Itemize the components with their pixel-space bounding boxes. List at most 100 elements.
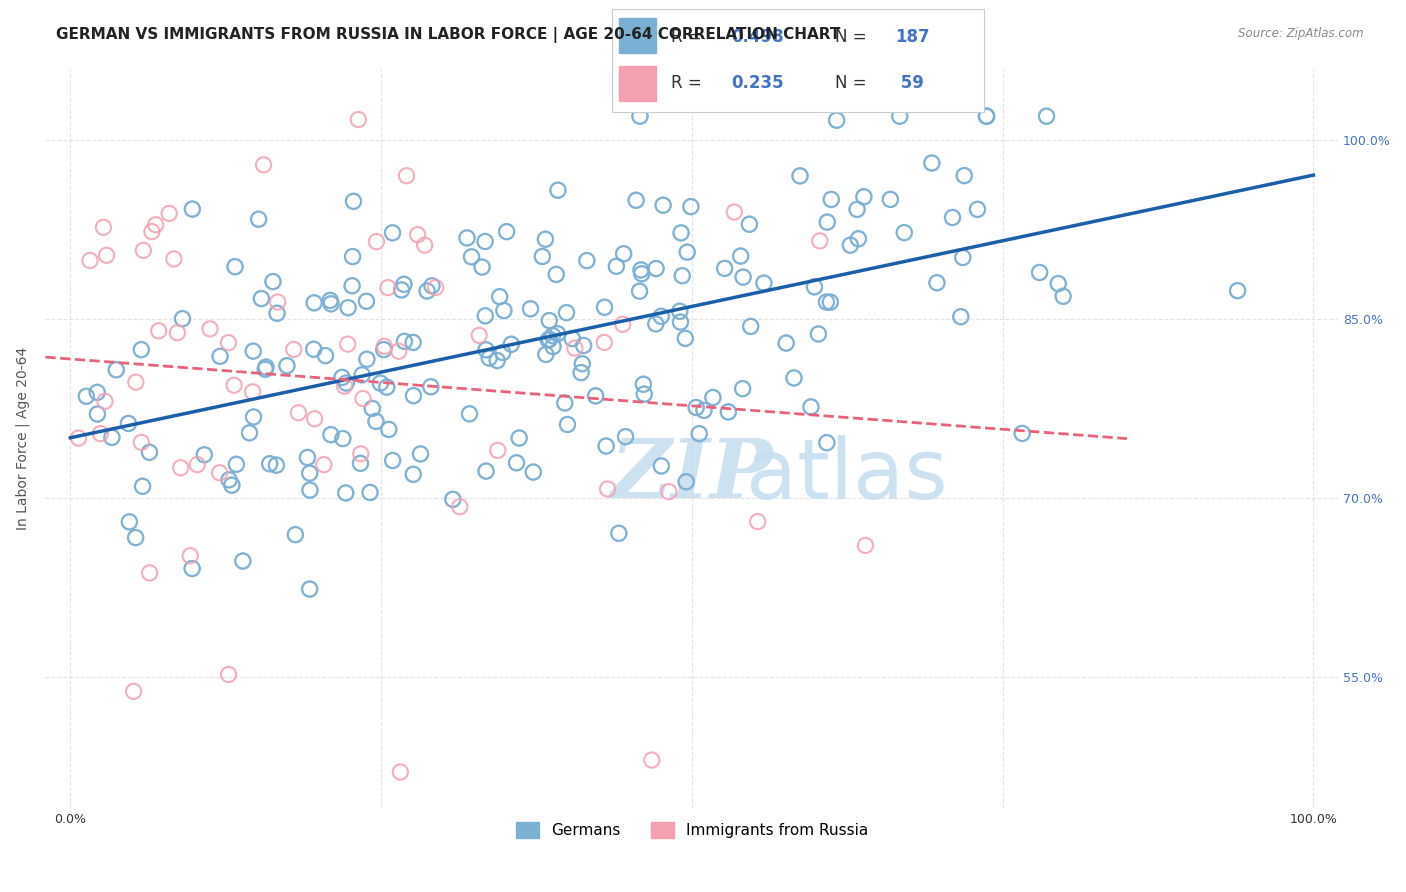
Point xyxy=(86,385,108,400)
Point xyxy=(492,303,515,318)
Point xyxy=(117,417,139,431)
Point xyxy=(966,202,988,217)
Point xyxy=(356,352,378,367)
Point xyxy=(575,253,598,268)
Point xyxy=(807,326,830,341)
Point xyxy=(953,169,976,183)
Point xyxy=(733,270,755,285)
Point xyxy=(381,226,404,240)
Point xyxy=(262,275,284,289)
Point xyxy=(276,359,298,373)
Point xyxy=(561,332,583,346)
Point xyxy=(614,430,637,444)
Point xyxy=(356,294,378,309)
Point xyxy=(488,290,510,304)
Point xyxy=(846,202,869,217)
Point xyxy=(138,566,160,580)
Point xyxy=(669,315,692,329)
Point xyxy=(825,113,848,128)
Point xyxy=(555,305,578,319)
Point xyxy=(717,405,740,419)
Point xyxy=(508,431,530,445)
Point xyxy=(820,295,842,310)
Text: GERMAN VS IMMIGRANTS FROM RUSSIA IN LABOR FORCE | AGE 20-64 CORRELATION CHART: GERMAN VS IMMIGRANTS FROM RUSSIA IN LABO… xyxy=(56,27,841,43)
Point xyxy=(224,260,246,274)
Point xyxy=(209,349,232,363)
Point xyxy=(628,109,651,123)
Point xyxy=(702,391,724,405)
Point xyxy=(474,309,496,323)
Point xyxy=(124,531,146,545)
Point xyxy=(458,407,481,421)
Point xyxy=(335,486,357,500)
Point xyxy=(381,453,404,467)
Point xyxy=(441,492,464,507)
Point xyxy=(952,251,974,265)
Point xyxy=(247,212,270,227)
Point xyxy=(471,260,494,274)
Point xyxy=(740,319,762,334)
Point xyxy=(952,251,974,265)
Point xyxy=(688,426,710,441)
Point xyxy=(723,205,745,219)
Point xyxy=(441,492,464,507)
Point xyxy=(693,403,716,417)
Point xyxy=(628,284,651,298)
Text: ZIP: ZIP xyxy=(610,435,773,515)
Point xyxy=(605,260,627,274)
Point xyxy=(733,270,755,285)
Point xyxy=(740,319,762,334)
Text: R =: R = xyxy=(671,28,707,45)
Point xyxy=(232,554,254,568)
Point xyxy=(266,306,288,320)
Point xyxy=(534,347,557,361)
Point xyxy=(613,246,636,260)
Point xyxy=(319,427,342,442)
Point xyxy=(803,280,825,294)
Point xyxy=(419,380,441,394)
Point xyxy=(593,300,616,314)
Point xyxy=(508,431,530,445)
Point xyxy=(976,109,998,123)
Text: 0.235: 0.235 xyxy=(731,74,783,92)
Point xyxy=(456,231,478,245)
Point xyxy=(607,526,630,541)
Point xyxy=(332,432,354,446)
Point xyxy=(391,283,413,297)
Point xyxy=(747,515,769,529)
Point xyxy=(1035,109,1057,123)
Point xyxy=(949,310,972,324)
Point xyxy=(846,202,869,217)
Point xyxy=(302,343,325,357)
Point xyxy=(702,391,724,405)
Point xyxy=(131,479,153,493)
Point xyxy=(335,376,357,390)
Point xyxy=(361,401,384,416)
Point xyxy=(157,206,180,220)
Point xyxy=(1028,265,1050,279)
Point xyxy=(738,217,761,231)
Point xyxy=(800,400,823,414)
Point xyxy=(775,336,797,351)
Point xyxy=(402,335,425,350)
Point xyxy=(538,332,561,346)
Point xyxy=(406,227,429,242)
Point xyxy=(89,426,111,441)
Point xyxy=(671,268,693,283)
Point xyxy=(949,310,972,324)
Point xyxy=(941,211,963,225)
Point xyxy=(630,263,652,277)
Point xyxy=(519,301,541,316)
Point xyxy=(505,456,527,470)
Point xyxy=(356,294,378,309)
Point xyxy=(392,277,415,292)
Point xyxy=(1226,284,1249,298)
Point xyxy=(352,368,374,382)
Point xyxy=(624,194,647,208)
Point xyxy=(262,275,284,289)
Point xyxy=(644,317,666,331)
Text: 187: 187 xyxy=(894,28,929,45)
Point xyxy=(815,295,838,310)
Point xyxy=(675,475,697,489)
Point xyxy=(534,232,557,246)
